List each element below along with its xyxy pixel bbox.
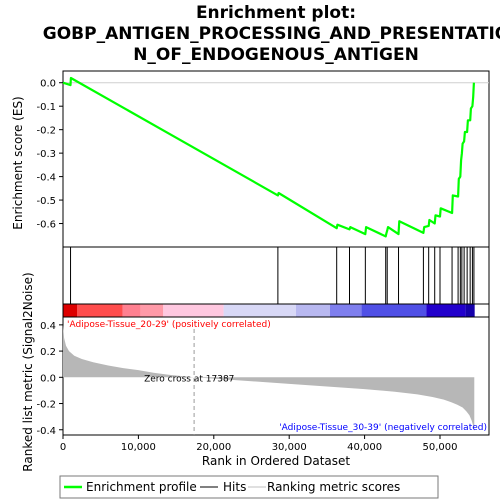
metric-y-tick-label: 0.4 xyxy=(40,321,56,332)
es-y-tick-label: 0.0 xyxy=(40,79,56,90)
zero-cross-label: Zero cross at 17387 xyxy=(144,374,234,384)
es-y-tick-label: -0.1 xyxy=(36,102,56,113)
hit-marks xyxy=(70,247,475,304)
color-bar-segment xyxy=(163,304,224,317)
legend-hits-label: Hits xyxy=(223,480,246,494)
metric-y-axis-label: Ranked list metric (Signal2Noise) xyxy=(21,272,35,471)
metric-y-tick-label: 0.0 xyxy=(40,373,56,384)
chart-title-line-3: N_OF_ENDOGENOUS_ANTIGEN xyxy=(133,45,419,65)
es-y-tick-label: -0.4 xyxy=(36,173,56,184)
metric-y-tick-label: 0.2 xyxy=(40,347,56,358)
metric-y-tick-label: -0.4 xyxy=(36,426,56,437)
x-axis-label: Rank in Ordered Dataset xyxy=(202,454,350,468)
x-tick-label: 0 xyxy=(60,442,66,453)
es-y-axis-label: Enrichment score (ES) xyxy=(11,96,25,229)
x-axis-ticks: 0 10,000 20,000 30,000 40,000 50,000 xyxy=(60,435,457,453)
color-bar-segment xyxy=(426,304,466,317)
color-bar-segment xyxy=(140,304,164,317)
color-bar-segment xyxy=(77,304,123,317)
es-y-tick-label: -0.6 xyxy=(36,220,56,231)
x-tick-label: 50,000 xyxy=(422,442,457,453)
negative-correlation-label: 'Adipose-Tissue_30-39' (negatively corre… xyxy=(279,423,487,433)
color-bar-segment xyxy=(295,304,330,317)
color-bar-segment xyxy=(223,304,296,317)
legend-enrichment-label: Enrichment profile xyxy=(86,480,197,494)
color-bar-segment xyxy=(63,304,78,317)
es-y-tick-label: -0.5 xyxy=(36,196,56,207)
hits-panel-frame xyxy=(62,246,490,305)
legend-metric-label: Ranking metric scores xyxy=(267,480,400,494)
enrichment-profile-line xyxy=(62,76,475,238)
es-y-ticks: 0.0 -0.1 -0.2 -0.3 -0.4 -0.5 -0.6 xyxy=(36,79,63,231)
metric-y-tick-label: -0.2 xyxy=(36,400,56,411)
color-bar-segment xyxy=(122,304,141,317)
x-tick-label: 30,000 xyxy=(272,442,307,453)
es-panel-frame xyxy=(62,70,490,248)
color-bar-segment xyxy=(465,304,475,317)
x-tick-label: 20,000 xyxy=(196,442,231,453)
chart-title-line-2: GOBP_ANTIGEN_PROCESSING_AND_PRESENTATIO xyxy=(43,24,500,44)
metric-y-ticks: 0.4 0.2 0.0 -0.2 -0.4 xyxy=(36,321,63,437)
x-tick-label: 40,000 xyxy=(347,442,382,453)
positive-correlation-label: 'Adipose-Tissue_20-29' (positively corre… xyxy=(67,320,271,330)
x-tick-label: 10,000 xyxy=(121,442,156,453)
ranking-color-bar xyxy=(63,304,475,317)
ranking-metric-area xyxy=(63,324,475,432)
color-bar-segment xyxy=(329,304,362,317)
color-bar-segment xyxy=(361,304,427,317)
es-y-tick-label: -0.3 xyxy=(36,149,56,160)
es-y-tick-label: -0.2 xyxy=(36,126,56,137)
chart-title-line-1: Enrichment plot: xyxy=(196,3,356,23)
